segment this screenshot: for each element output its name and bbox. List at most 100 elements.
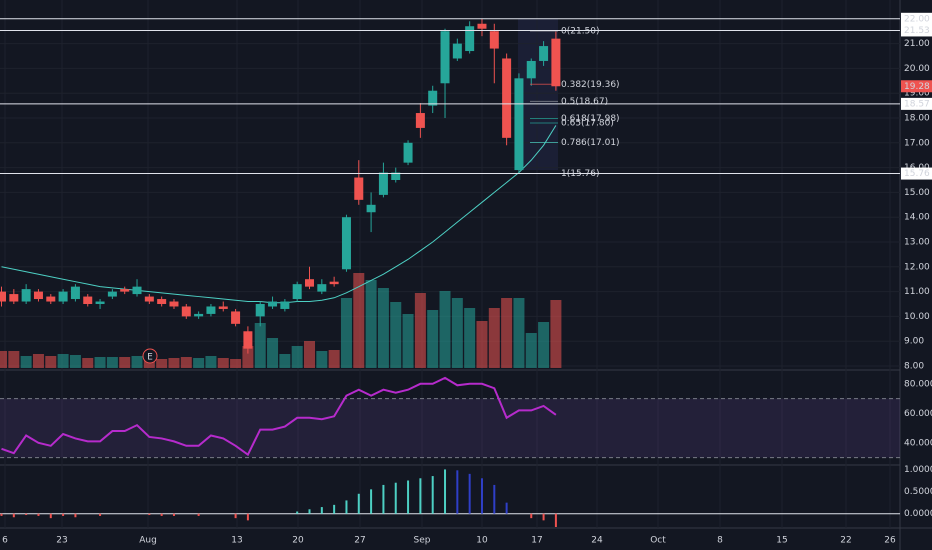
y-tick-label: 11.00 (904, 287, 930, 297)
ma-line (1, 125, 557, 304)
volume-bar (328, 350, 340, 368)
earnings-label: E (147, 353, 153, 363)
hist-bar (320, 507, 323, 514)
price-tag-label: 15.76 (904, 169, 930, 179)
hist-bar (49, 513, 52, 519)
volume-bar (377, 288, 389, 368)
hist-bar (74, 513, 77, 518)
candle-body (33, 291, 43, 300)
fib-zone (518, 19, 558, 170)
fib-label: 0.382(19.36) (561, 80, 620, 90)
candle-body (169, 301, 179, 307)
volume-bar (0, 351, 7, 368)
hist-bar (444, 469, 447, 514)
volume-bar (390, 302, 402, 368)
candle-body (391, 172, 401, 180)
candle-body (452, 43, 462, 59)
candle-body (305, 279, 314, 287)
candle-body (206, 306, 216, 314)
candle-body (329, 281, 339, 285)
price-tag (901, 167, 932, 180)
x-tick-label: 23 (56, 536, 67, 546)
y-tick-label: 21.00 (904, 39, 930, 49)
hist-bar (148, 513, 151, 516)
candle-body (83, 296, 93, 304)
volume-bar (476, 321, 488, 368)
y-tick-label: 13.00 (904, 238, 930, 248)
candle-body (440, 31, 450, 84)
candle-body (502, 58, 512, 138)
candle-body (341, 217, 351, 270)
x-tick-label: 27 (354, 536, 365, 546)
candle-body (144, 296, 154, 302)
price-tag-label: 18.57 (904, 99, 930, 109)
volume-bar (32, 354, 44, 368)
candle-body (46, 296, 56, 302)
last-price-tag (901, 80, 932, 93)
hist-bar (333, 504, 336, 514)
y-tick-label: 10.00 (904, 312, 930, 322)
hist-bar (505, 502, 508, 514)
candle-body (465, 26, 475, 52)
volume-bar (242, 346, 254, 368)
hist-bar (493, 484, 496, 514)
volume-bar (82, 358, 94, 368)
fib-label: 0.618(17.98) (561, 114, 620, 124)
fib-label: 0(21.50) (561, 27, 600, 37)
y-tick-label: 9.00 (904, 337, 924, 347)
candle-body (477, 23, 487, 29)
candle-body (489, 31, 499, 49)
x-tick-label: 6 (2, 536, 8, 546)
candle-body (9, 294, 19, 302)
hist-bar (160, 513, 163, 516)
hist-bar (62, 513, 65, 516)
volume-bar (131, 356, 143, 368)
candle-body (181, 306, 191, 317)
fib-label: 0.786(17.01) (561, 138, 620, 148)
volume-bar (550, 300, 562, 368)
volume-bar (156, 359, 168, 368)
volume-bar (340, 298, 352, 368)
volume-bar (180, 357, 192, 368)
candle-body (354, 177, 364, 200)
volume-bar (451, 298, 463, 368)
last-price-label: 19.28 (904, 82, 930, 92)
x-tick-label: 8 (717, 536, 723, 546)
hist-bar (480, 478, 483, 514)
candle-body (194, 313, 204, 317)
volume-bar (217, 358, 229, 368)
hist-bar (12, 513, 15, 518)
volume-bar (20, 356, 32, 368)
y-tick-label: 18.00 (904, 114, 930, 124)
candle-body (132, 286, 142, 295)
price-tag-label: 22.00 (904, 14, 930, 24)
y-tick-label: 12.00 (904, 262, 930, 272)
y-tick-label: 15.00 (904, 188, 930, 198)
volume-bar (365, 280, 377, 368)
candle-body (317, 284, 327, 292)
volume-bar (316, 351, 328, 368)
x-tick-label: 24 (591, 536, 603, 546)
price-tag-label: 21.53 (904, 26, 930, 36)
hist-bar (246, 513, 249, 521)
candle-body (58, 291, 68, 302)
candle-body (120, 289, 130, 292)
x-tick-label: 15 (776, 536, 787, 546)
volume-bar (513, 298, 525, 368)
x-tick-label: 22 (840, 536, 851, 546)
candle-body (403, 142, 413, 163)
x-tick-label: Aug (139, 536, 157, 546)
hist-bar (530, 513, 533, 519)
hist-bar (554, 513, 557, 527)
rsi-band (0, 398, 900, 458)
volume-bar (267, 338, 279, 368)
candle-body (415, 113, 425, 128)
candle-body (378, 172, 388, 195)
volume-bar (279, 354, 291, 368)
hist-bar (468, 473, 471, 514)
fib-label: 0.5(18.67) (561, 97, 608, 107)
hist-bar (370, 489, 373, 514)
candle-body (243, 331, 253, 349)
